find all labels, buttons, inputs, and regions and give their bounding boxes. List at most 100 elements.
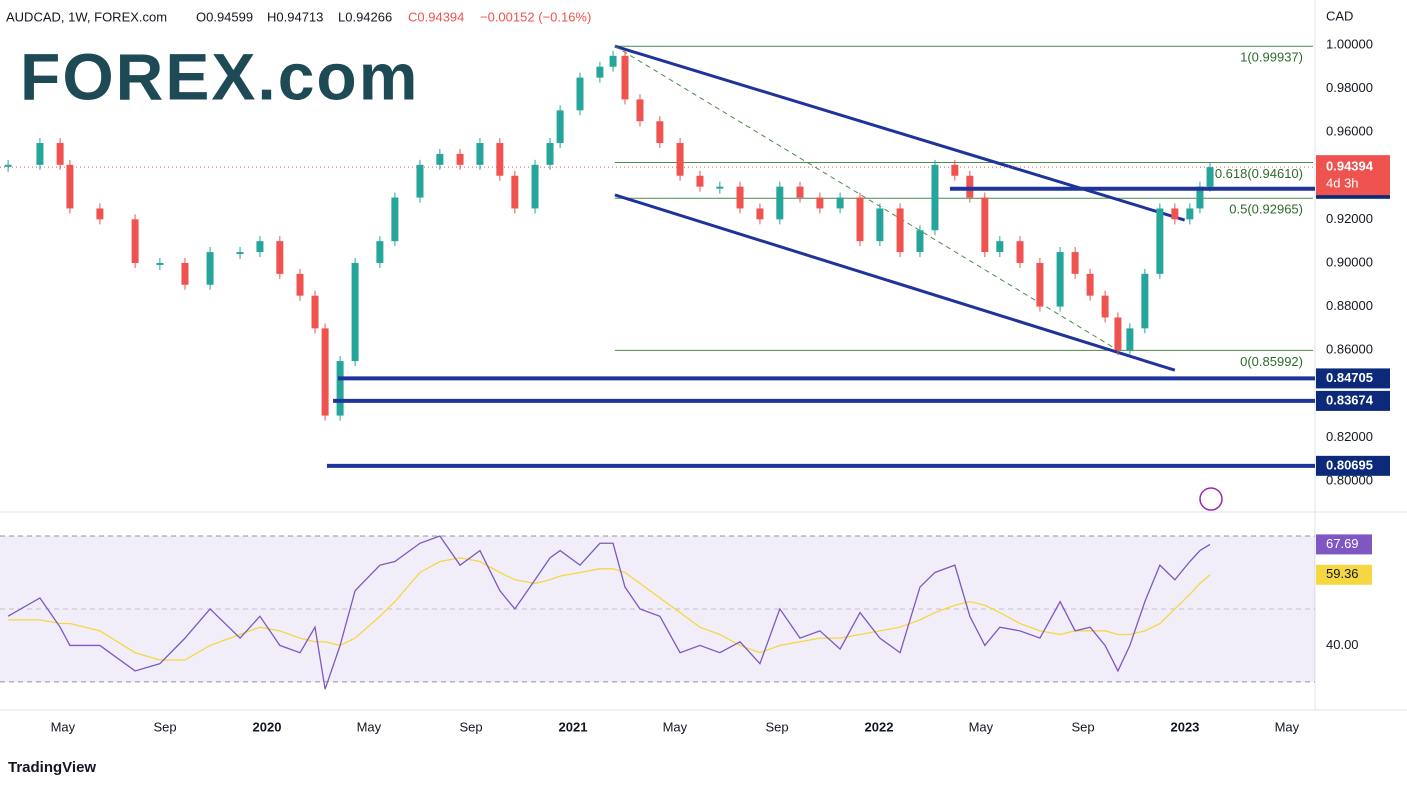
x-tick-label: May	[357, 719, 382, 734]
x-tick-label: 2020	[253, 719, 282, 734]
candle	[131, 219, 139, 263]
rsi-tick-label: 40.00	[1326, 637, 1359, 652]
candle	[696, 175, 704, 187]
x-tick-label: 2021	[559, 719, 588, 734]
header-high: H0.94713	[267, 9, 323, 24]
logo: FOREX.com	[20, 39, 419, 113]
candle	[996, 241, 1004, 253]
candle	[776, 186, 784, 220]
x-tick-label: Sep	[154, 719, 177, 734]
level-label: 0.80695	[1326, 457, 1373, 472]
rsi-line	[8, 557, 1211, 661]
candle	[1206, 167, 1214, 187]
level-label: 0.83674	[1326, 392, 1374, 407]
candle	[1196, 186, 1204, 209]
candle	[1101, 295, 1109, 318]
fib-label: 1(0.99937)	[1240, 50, 1303, 65]
candle	[436, 153, 444, 165]
y-tick-label: 0.98000	[1326, 80, 1373, 95]
alert-icon[interactable]	[1199, 487, 1223, 511]
trendline	[614, 193, 1176, 372]
header-open: O0.94599	[196, 9, 253, 24]
x-tick-label: May	[1275, 719, 1300, 734]
countdown-label: 4d 3h	[1326, 176, 1359, 191]
header-close: C0.94394	[408, 9, 464, 24]
rsi-line	[7, 535, 1211, 690]
candle	[1186, 208, 1194, 220]
candle	[96, 208, 104, 220]
rsi-value-tag	[1316, 564, 1372, 585]
footer-brand: TradingView	[8, 759, 96, 776]
rsi-value-label: 67.69	[1326, 536, 1359, 551]
y-tick-label: 0.80000	[1326, 472, 1373, 487]
candle	[1056, 252, 1064, 307]
candle	[621, 55, 629, 100]
candle	[896, 208, 904, 253]
x-tick-label: May	[969, 719, 994, 734]
level-tag	[1316, 390, 1390, 411]
candle	[311, 295, 319, 329]
y-tick-label: 0.88000	[1326, 298, 1373, 313]
candle	[931, 164, 939, 231]
candle	[336, 361, 344, 416]
candle	[716, 186, 724, 189]
candle	[276, 241, 284, 274]
candle	[391, 197, 399, 242]
candle	[816, 197, 824, 209]
dashed-trendline	[614, 45, 1119, 351]
last-price-tag	[1316, 155, 1390, 196]
header-symbol: AUDCAD, 1W, FOREX.com	[6, 9, 167, 24]
y-tick-label: 0.86000	[1326, 342, 1373, 357]
candle	[951, 164, 959, 176]
fib-label: 0.618(0.94610)	[1215, 166, 1303, 181]
candle	[636, 99, 644, 122]
candle	[546, 143, 554, 165]
candle	[496, 143, 504, 176]
x-tick-label: 2023	[1170, 719, 1199, 734]
rsi-value-label: 59.36	[1326, 566, 1359, 581]
x-tick-label: Sep	[1071, 719, 1094, 734]
candle	[736, 186, 744, 209]
candle	[256, 241, 264, 253]
candle	[156, 262, 164, 265]
level-label: 0.84705	[1326, 370, 1373, 385]
header-low: L0.94266	[338, 9, 392, 24]
header-change: −0.00152 (−0.16%)	[480, 9, 591, 24]
candle	[876, 208, 884, 242]
y-tick-label: 0.92000	[1326, 211, 1373, 226]
candle	[1071, 252, 1079, 274]
candle	[856, 197, 864, 242]
last-price-label: 0.94394	[1326, 159, 1374, 174]
candle	[56, 143, 64, 165]
candle	[796, 186, 804, 198]
x-tick-label: 2022	[865, 719, 894, 734]
rsi-value-tag	[1316, 534, 1372, 555]
candle	[456, 153, 464, 165]
candle	[981, 197, 989, 253]
trendline	[614, 44, 1186, 222]
candle	[756, 208, 764, 220]
candle	[376, 241, 384, 263]
candle	[1171, 208, 1179, 220]
candle	[916, 230, 924, 253]
candle	[966, 175, 974, 198]
candle	[296, 273, 304, 296]
candle	[1016, 241, 1024, 263]
candle	[676, 143, 684, 176]
candle	[656, 121, 664, 144]
candle	[181, 262, 189, 285]
candle	[1141, 273, 1149, 329]
candle	[351, 262, 359, 362]
level-tag	[1316, 455, 1390, 476]
y-tick-label: 1.00000	[1326, 36, 1373, 51]
candle	[511, 175, 519, 209]
candle	[609, 55, 617, 67]
candle	[556, 110, 564, 144]
candle	[1114, 317, 1122, 351]
y-tick-label: 0.82000	[1326, 429, 1373, 444]
candle	[836, 197, 844, 209]
axis-unit: CAD	[1326, 8, 1353, 23]
candle	[576, 77, 584, 111]
candle	[36, 143, 44, 165]
